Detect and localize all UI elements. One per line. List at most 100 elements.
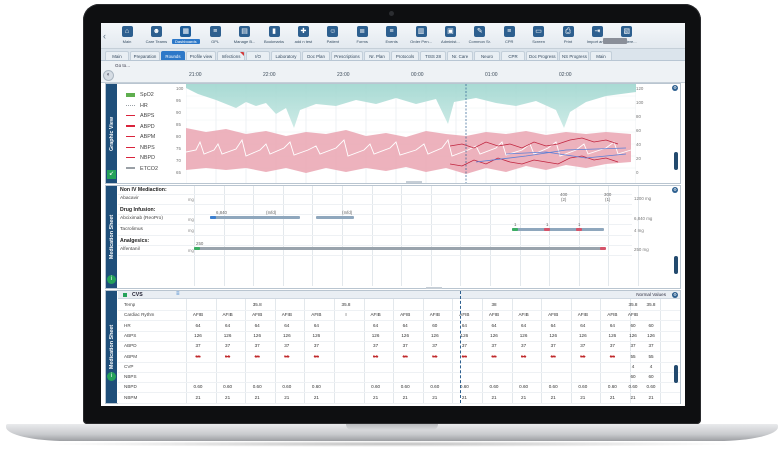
settings-icon[interactable]: ⚙ [672, 85, 678, 91]
table-cell[interactable]: AFIB [607, 312, 618, 318]
back-arrow-icon[interactable]: ‹ [103, 31, 106, 41]
table-cell[interactable]: 37 [432, 343, 438, 349]
table-cell[interactable]: 64 [550, 322, 556, 328]
toolbar-button-6[interactable]: ✚ add n test [289, 25, 317, 47]
table-cell[interactable]: 37 [491, 343, 497, 349]
tab-15[interactable]: Doc Progress [526, 51, 558, 60]
table-cell[interactable]: 126 [223, 332, 232, 338]
tab-3[interactable]: Profile view [186, 51, 216, 60]
table-cell[interactable]: 21 [373, 394, 379, 400]
table-cell[interactable]: 21 [580, 394, 586, 400]
drug-alfentanil[interactable]: Alfentanil [120, 247, 140, 252]
tab-5[interactable]: I/O [246, 51, 270, 60]
toolbar-button-5[interactable]: ▮ Bookmarks [260, 25, 288, 47]
table-cell[interactable]: 37 [373, 343, 379, 349]
table-cell[interactable]: 21 [402, 394, 408, 400]
table-cell[interactable]: AFIB [577, 312, 588, 318]
legend-item[interactable]: ABPM [126, 134, 155, 140]
normal-values-dropdown[interactable]: Normal Values [636, 292, 666, 297]
table-cell[interactable]: 55 [225, 353, 231, 359]
tab-8[interactable]: Prescriptions [331, 51, 363, 60]
table-cell[interactable]: 21 [609, 394, 615, 400]
table-cell[interactable]: 55 [609, 353, 615, 359]
table-cell[interactable]: 37 [521, 343, 527, 349]
tab-16[interactable]: NS Progress [559, 51, 589, 60]
tab-13[interactable]: Neuro [474, 51, 500, 60]
table-cell[interactable]: 0.60 [252, 384, 262, 390]
table-cell[interactable]: 37 [609, 343, 615, 349]
table-cell[interactable]: 37 [580, 343, 586, 349]
toolbar-button-2[interactable]: ▦ Dashboards [171, 25, 200, 47]
h-scroll-thumb[interactable] [426, 287, 442, 289]
table-cell[interactable]: 126 [430, 332, 439, 338]
table-cell[interactable]: AFIB [518, 312, 529, 318]
table-cell[interactable]: 55 [402, 353, 408, 359]
table-cell[interactable]: 64 [491, 322, 497, 328]
tab-1[interactable]: Preparation [130, 51, 160, 60]
table-cell[interactable]: AFIB [252, 312, 263, 318]
table-cell[interactable]: 64 [373, 322, 379, 328]
table-cell[interactable]: 55 [550, 353, 556, 359]
table-cell[interactable]: 0.60 [430, 384, 440, 390]
table-cell[interactable]: 55 [521, 353, 527, 359]
tab-10[interactable]: Protocols [391, 51, 419, 60]
drug-abacavir[interactable]: Abacavir [120, 196, 139, 201]
tab-17[interactable]: Main [590, 51, 612, 60]
table-cell[interactable]: AFIB [311, 312, 322, 318]
tab-12[interactable]: Nr. Care [447, 51, 473, 60]
toolbar-button-15[interactable]: ⎙ Print [554, 25, 582, 47]
table-cell[interactable]: 0.60 [548, 384, 558, 390]
toolbar-button-16[interactable]: ⇥ Import ant... [583, 25, 611, 47]
table-cell[interactable]: 21 [313, 394, 319, 400]
table-cell[interactable]: 126 [401, 332, 410, 338]
table-cell[interactable]: 126 [460, 332, 469, 338]
table-cell[interactable]: 126 [194, 332, 202, 338]
medication-sheet-tab-2[interactable]: Medication Sheet i [106, 291, 117, 403]
table-cell[interactable]: 0.60 [371, 384, 381, 390]
table-cell[interactable]: 55 [461, 353, 467, 359]
table-cell[interactable]: AFIB [370, 312, 381, 318]
table-cell[interactable]: 55 [491, 353, 497, 359]
graph-scrollbar[interactable] [674, 152, 678, 170]
table-cell[interactable]: 126 [312, 332, 321, 338]
table-cell[interactable]: 64 [284, 322, 290, 328]
table-cell[interactable]: 0.60 [489, 384, 499, 390]
table-cell[interactable]: 21 [521, 394, 527, 400]
legend-item[interactable]: ETCO2 [126, 166, 158, 172]
table-cell[interactable]: 64 [461, 322, 467, 328]
tab-4[interactable]: Infections [217, 51, 245, 60]
info-icon-2[interactable]: i [107, 372, 116, 381]
table-cell[interactable]: 126 [282, 332, 291, 338]
table-cell[interactable]: 126 [608, 332, 617, 338]
toolbar-button-8[interactable]: ≣ Forms [348, 25, 376, 47]
table-cell[interactable]: 21 [461, 394, 467, 400]
toolbar-button-4[interactable]: ▤ Manage B... [231, 25, 259, 47]
table-cell[interactable]: 0.60 [223, 384, 233, 390]
table-cell[interactable]: 126 [253, 332, 262, 338]
table-cell[interactable]: 37 [402, 343, 408, 349]
abciximab-bar-2[interactable] [316, 216, 354, 219]
toolbar-button-3[interactable]: ≡ GPL [201, 25, 229, 47]
tab-11[interactable]: TISS 28 [420, 51, 446, 60]
table-cell[interactable]: 35.8 [252, 302, 262, 307]
tab-9[interactable]: Nr. Plan [364, 51, 390, 60]
table-cell[interactable]: 37 [254, 343, 260, 349]
settings-icon-3[interactable]: ⚙ [672, 292, 678, 298]
table-cell[interactable]: 55 [432, 353, 438, 359]
table-cell[interactable]: 21 [491, 394, 497, 400]
table-cell[interactable]: 0.60 [282, 384, 292, 390]
toolbar-button-0[interactable]: ⌂ Main [113, 25, 141, 47]
drug-tacrolimus[interactable]: Tacrolimus [120, 227, 143, 232]
tab-0[interactable]: Main [105, 51, 129, 60]
goto-button[interactable]: Go to... [115, 63, 131, 68]
table-cell[interactable]: 126 [371, 332, 380, 338]
tacrolimus-bar[interactable] [512, 228, 604, 231]
table-cell[interactable]: 64 [313, 322, 319, 328]
table-cell[interactable]: 21 [550, 394, 556, 400]
toolbar-button-1[interactable]: ☻ Care Teams [142, 25, 170, 47]
table-cell[interactable]: 55 [313, 353, 319, 359]
toolbar-button-13[interactable]: ≡ CPR [495, 25, 523, 47]
table-cell[interactable]: 64 [225, 322, 231, 328]
table-cell[interactable]: 21 [225, 394, 231, 400]
table-cell[interactable]: 37 [284, 343, 290, 349]
